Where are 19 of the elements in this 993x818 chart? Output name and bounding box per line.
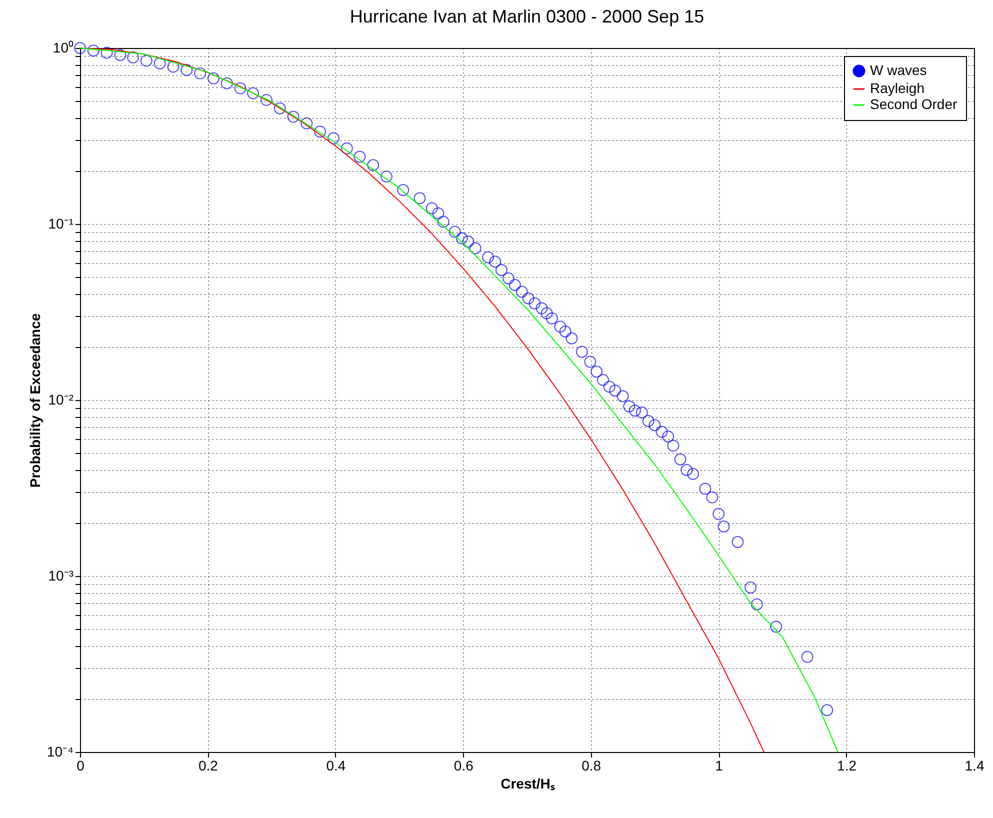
x-tick-label: 0.8 <box>582 758 602 774</box>
x-tick-label: 1.2 <box>837 758 857 774</box>
y-tick-label: 10⁰ <box>52 40 74 56</box>
x-axis-title: Crest/Hₛ <box>500 776 556 792</box>
y-tick-label: 10⁻¹ <box>48 216 74 232</box>
y-tick-label: 10⁻⁴ <box>46 744 74 760</box>
x-tick-label: 0.2 <box>198 758 218 774</box>
x-tick-label: 0.4 <box>326 758 346 774</box>
x-tick-label: 1.4 <box>964 758 984 774</box>
y-tick-label: 10⁻³ <box>48 568 74 584</box>
legend-label: Rayleigh <box>870 80 924 96</box>
x-tick-label: 1 <box>715 758 724 774</box>
chart-title: Hurricane Ivan at Marlin 0300 - 2000 Sep 15 <box>350 6 704 27</box>
y-tick-label: 10⁻² <box>48 392 74 408</box>
y-axis-title: Probability of Exceedance <box>26 313 43 488</box>
x-tick-label: 0.6 <box>454 758 474 774</box>
x-tick-label: 0 <box>76 758 85 774</box>
legend-label: W waves <box>870 62 927 78</box>
legend-label: Second Order <box>870 96 958 112</box>
